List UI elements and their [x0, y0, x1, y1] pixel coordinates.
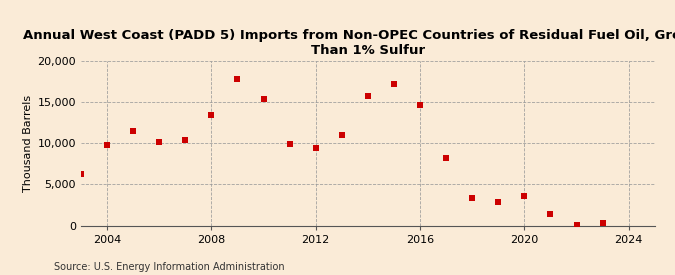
Point: [310, 146, 321, 150]
Text: Source: U.S. Energy Information Administration: Source: U.S. Energy Information Administ…: [54, 262, 285, 272]
Point: [336, 133, 347, 137]
Point: [545, 212, 556, 216]
Point: [519, 194, 530, 198]
Point: [76, 172, 86, 177]
Point: [206, 113, 217, 117]
Point: [232, 76, 243, 81]
Point: [258, 97, 269, 101]
Point: [493, 199, 504, 204]
Point: [102, 142, 113, 147]
Point: [414, 103, 425, 107]
Point: [389, 82, 400, 87]
Point: [467, 196, 478, 200]
Point: [362, 94, 373, 98]
Y-axis label: Thousand Barrels: Thousand Barrels: [24, 94, 33, 192]
Point: [284, 142, 295, 146]
Point: [597, 221, 608, 225]
Title: Annual West Coast (PADD 5) Imports from Non-OPEC Countries of Residual Fuel Oil,: Annual West Coast (PADD 5) Imports from …: [24, 29, 675, 57]
Point: [571, 222, 582, 227]
Point: [180, 138, 191, 142]
Point: [441, 156, 452, 160]
Point: [154, 140, 165, 144]
Point: [128, 128, 138, 133]
